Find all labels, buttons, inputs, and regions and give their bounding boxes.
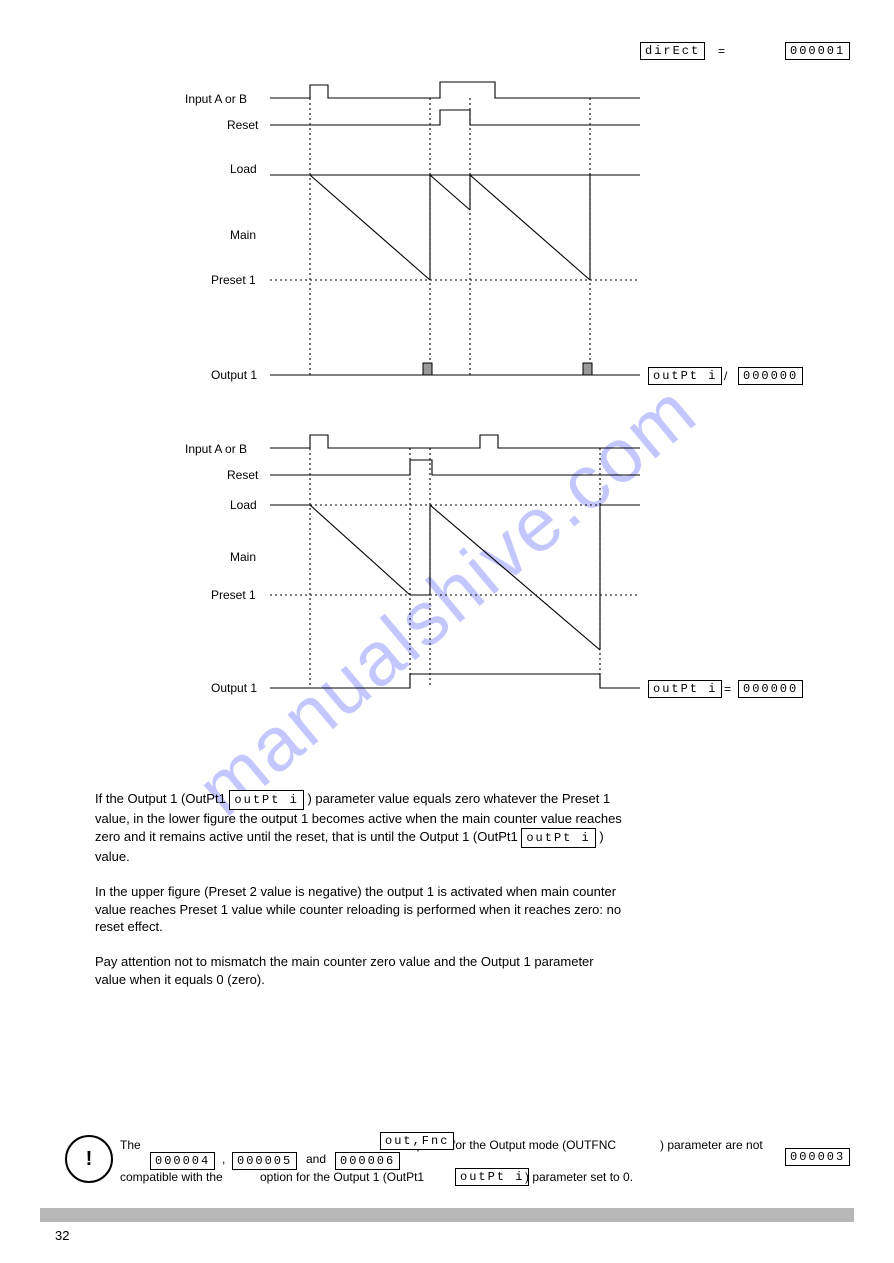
fig1-lbl-reset: Reset [227,118,258,132]
fig2-lbl-out: Output 1 [211,681,257,695]
note-lcd-c: 000006 [335,1152,400,1170]
fig2-out-eq: = [724,682,731,696]
fig1-out-val: 000000 [738,367,803,385]
footer-bar [40,1208,854,1222]
fig1-lbl-load: Load [230,162,257,176]
fig1-lbl-preset: Preset 1 [211,273,256,287]
note-lcd-b: 000005 [232,1152,297,1170]
fig1-lbl-out: Output 1 [211,368,257,382]
para-l3b: ) [599,829,603,844]
fig2-lbl-main: Main [230,550,256,564]
note-text-a: The [120,1138,141,1152]
page: manualshive.com dirEct = 000001 [0,0,894,1263]
note-text-b1: compatible with the [120,1170,223,1184]
para-l3-lcd: outPt i [521,828,595,848]
note-lcd-outpt: outPt i [455,1168,529,1186]
para-l6a: Pay attention not to mismatch the main c… [95,954,594,969]
fig2-lbl-preset: Preset 1 [211,588,256,602]
note-lcd-right: 000003 [785,1148,850,1166]
direct-eq: = [718,44,725,58]
note-text-end1: ) parameter are not [660,1138,763,1152]
direct-lcd: dirEct [640,42,705,60]
note-text-b2: option for the Output 1 (OutPt1 [260,1170,424,1184]
page-number: 32 [55,1228,69,1243]
body-paragraph: If the Output 1 (OutPt1 outPt i ) parame… [95,790,855,988]
para-l5c: reset effect. [95,919,163,934]
note-comma1: , [222,1152,225,1166]
fig1-lbl-inputab: Input A or B [185,92,247,106]
note-lcd-a: 000004 [150,1152,215,1170]
fig2-lbl-inputab: Input A or B [185,442,247,456]
fig1-out-slash: / [724,369,727,383]
note-text-b3: ) parameter set to 0. [525,1170,633,1184]
para-l1-lcd: outPt i [229,790,303,810]
figure-2 [270,430,680,720]
para-l5a: In the upper figure (Preset 2 value is n… [95,884,616,899]
note-lcd-outfnc: out,Fnc [380,1132,454,1150]
note-and: and [306,1152,326,1166]
fig2-out-val: 000000 [738,680,803,698]
warning-bang: ! [86,1148,93,1171]
para-l5b: value reaches Preset 1 value while count… [95,902,621,917]
fig2-lbl-reset: Reset [227,468,258,482]
para-l1b: ) parameter value equals zero whatever t… [307,791,610,806]
fig1-out-lcd: outPt i [648,367,722,385]
para-l4: value. [95,849,130,864]
warning-icon: ! [65,1135,113,1183]
figure-1 [270,80,680,400]
direct-val-lcd: 000001 [785,42,850,60]
para-l1a: If the Output 1 (OutPt1 [95,791,226,806]
para-l6b: value when it equals 0 (zero). [95,972,265,987]
fig1-lbl-main: Main [230,228,256,242]
fig2-out-lcd: outPt i [648,680,722,698]
para-l3a: zero and it remains active until the res… [95,829,518,844]
para-l2: value, in the lower figure the output 1 … [95,811,622,826]
fig2-lbl-load: Load [230,498,257,512]
